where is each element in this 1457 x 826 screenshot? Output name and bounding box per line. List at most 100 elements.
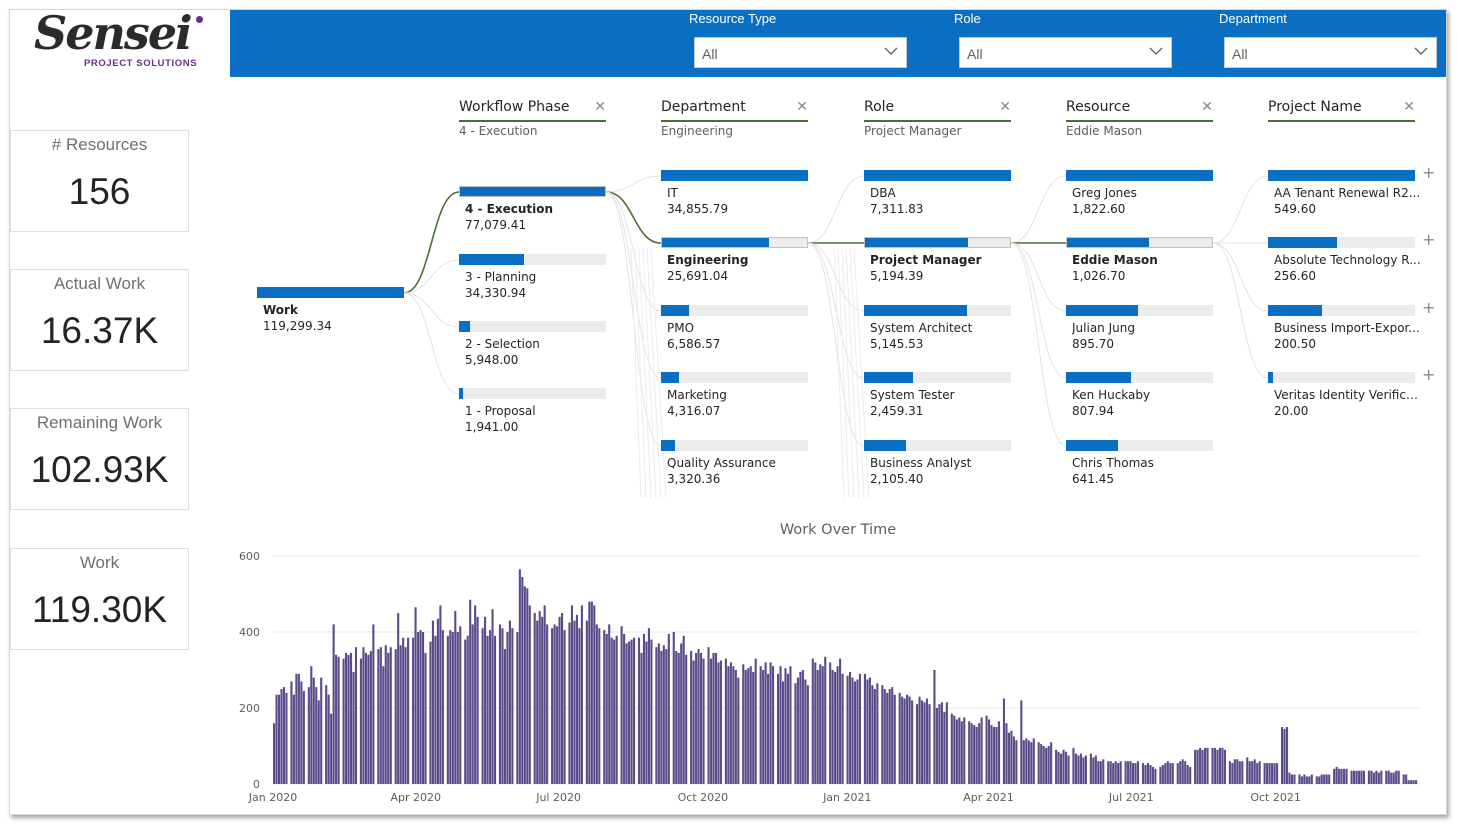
chart-bar[interactable] bbox=[680, 643, 683, 784]
chart-bar[interactable] bbox=[1350, 770, 1353, 784]
chart-bar[interactable] bbox=[1357, 770, 1361, 784]
chart-bar[interactable] bbox=[1060, 753, 1063, 784]
chart-bar[interactable] bbox=[707, 647, 710, 784]
chart-bar[interactable] bbox=[1280, 727, 1284, 784]
chart-bar[interactable] bbox=[1290, 774, 1294, 785]
chart-bar[interactable] bbox=[1370, 770, 1373, 784]
chart-bar[interactable] bbox=[985, 715, 988, 784]
chart-bar[interactable] bbox=[580, 605, 583, 784]
chart-bar[interactable] bbox=[1380, 770, 1383, 784]
chart-bar[interactable] bbox=[764, 662, 767, 784]
chart-bar[interactable] bbox=[1055, 749, 1058, 784]
chart-bar[interactable] bbox=[677, 652, 680, 784]
chart-bar[interactable] bbox=[1164, 763, 1167, 784]
kpi-card-actual-work[interactable]: Actual Work 16.37K bbox=[10, 269, 189, 371]
chart-bar[interactable] bbox=[1355, 770, 1358, 784]
chart-bar[interactable] bbox=[312, 677, 315, 784]
chart-bar[interactable] bbox=[404, 647, 407, 784]
chart-bar[interactable] bbox=[297, 673, 300, 784]
chart-bar[interactable] bbox=[558, 616, 561, 784]
chart-bar[interactable] bbox=[801, 670, 804, 784]
chart-bar[interactable] bbox=[719, 660, 722, 785]
chart-bar[interactable] bbox=[620, 626, 623, 784]
chart-bar[interactable] bbox=[424, 652, 427, 784]
chart-bar[interactable] bbox=[640, 652, 643, 784]
chart-bar[interactable] bbox=[1288, 772, 1291, 784]
chart-bar[interactable] bbox=[1223, 749, 1226, 784]
chart-bar[interactable] bbox=[1372, 772, 1375, 784]
chart-bar[interactable] bbox=[853, 681, 857, 784]
chart-bar[interactable] bbox=[883, 689, 886, 784]
chart-bar[interactable] bbox=[918, 696, 921, 784]
chart-bar[interactable] bbox=[995, 727, 998, 784]
chart-bar[interactable] bbox=[436, 618, 439, 784]
chart-bar[interactable] bbox=[1040, 744, 1043, 784]
close-icon[interactable]: ✕ bbox=[999, 99, 1011, 115]
chart-bar[interactable] bbox=[911, 700, 914, 784]
chart-bar[interactable] bbox=[379, 647, 382, 784]
chart-bar[interactable] bbox=[786, 673, 790, 784]
chart-bar[interactable] bbox=[660, 651, 663, 784]
chart-bar[interactable] bbox=[886, 692, 889, 784]
chart-bar[interactable] bbox=[714, 652, 718, 784]
chart-bar[interactable] bbox=[476, 616, 479, 784]
chart-bar[interactable] bbox=[1161, 765, 1164, 784]
chart-bar[interactable] bbox=[590, 601, 593, 784]
chart-bar[interactable] bbox=[1199, 747, 1202, 784]
chart-bar[interactable] bbox=[394, 649, 397, 784]
chart-bar[interactable] bbox=[384, 645, 387, 784]
chart-bar[interactable] bbox=[772, 666, 775, 784]
chart-bar[interactable] bbox=[511, 628, 514, 784]
chart-bar[interactable] bbox=[1218, 747, 1222, 784]
chart-bar[interactable] bbox=[315, 687, 318, 784]
chart-bar[interactable] bbox=[533, 613, 536, 784]
chart-bar[interactable] bbox=[923, 702, 926, 784]
chart-bar[interactable] bbox=[372, 624, 375, 784]
chart-bar[interactable] bbox=[814, 662, 817, 784]
chart-bar[interactable] bbox=[613, 639, 616, 784]
chart-bar[interactable] bbox=[1057, 751, 1060, 784]
chart-bar[interactable] bbox=[958, 717, 961, 785]
role-dropdown[interactable]: All bbox=[959, 37, 1172, 68]
chart-bar[interactable] bbox=[556, 626, 559, 784]
chart-bar[interactable] bbox=[650, 639, 653, 784]
chart-bar[interactable] bbox=[963, 717, 966, 785]
chart-bar[interactable] bbox=[1328, 774, 1331, 785]
chart-bar[interactable] bbox=[1097, 761, 1100, 784]
chart-bar[interactable] bbox=[841, 673, 844, 784]
chart-bar[interactable] bbox=[1375, 770, 1378, 784]
chart-bar[interactable] bbox=[521, 576, 524, 784]
chart-bar[interactable] bbox=[335, 654, 338, 784]
chart-bar[interactable] bbox=[446, 635, 449, 784]
chart-bar[interactable] bbox=[960, 721, 963, 784]
chart-bar[interactable] bbox=[784, 668, 787, 784]
chart-bar[interactable] bbox=[968, 721, 971, 784]
chart-bar[interactable] bbox=[1343, 768, 1346, 784]
chart-bar[interactable] bbox=[451, 632, 454, 784]
chart-bar[interactable] bbox=[523, 586, 526, 784]
chart-bar[interactable] bbox=[1303, 774, 1306, 785]
chart-bar[interactable] bbox=[431, 620, 434, 784]
chart-bar[interactable] bbox=[1276, 763, 1279, 784]
chart-bar[interactable] bbox=[876, 683, 879, 784]
chart-bar[interactable] bbox=[441, 630, 444, 784]
chart-bar[interactable] bbox=[1112, 763, 1115, 784]
chart-bar[interactable] bbox=[1271, 763, 1274, 784]
chart-bar[interactable] bbox=[645, 641, 648, 785]
expand-plus-icon[interactable]: + bbox=[1422, 298, 1436, 317]
chart-bar[interactable] bbox=[1127, 761, 1130, 784]
chart-bar[interactable] bbox=[546, 624, 549, 784]
chart-bar[interactable] bbox=[1246, 757, 1249, 784]
chart-bar[interactable] bbox=[1308, 776, 1311, 784]
chart-bar[interactable] bbox=[858, 673, 862, 784]
chart-bar[interactable] bbox=[528, 605, 531, 784]
chart-bar[interactable] bbox=[1027, 740, 1030, 784]
chart-bar[interactable] bbox=[1402, 774, 1405, 785]
chart-bar[interactable] bbox=[1238, 761, 1241, 784]
chart-bar[interactable] bbox=[1395, 770, 1398, 784]
chart-bar[interactable] bbox=[873, 689, 876, 784]
chart-bar[interactable] bbox=[1248, 761, 1251, 784]
chart-bar[interactable] bbox=[697, 649, 700, 784]
chart-bar[interactable] bbox=[526, 588, 529, 784]
chart-bar[interactable] bbox=[1154, 768, 1157, 784]
